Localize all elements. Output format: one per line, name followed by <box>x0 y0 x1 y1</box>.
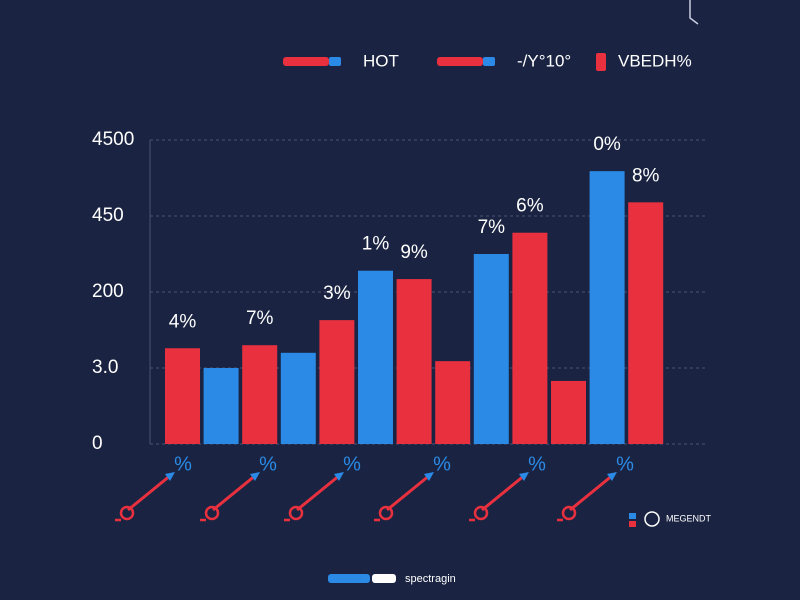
bar <box>628 202 664 444</box>
arrow-line <box>212 473 257 512</box>
arrow-line <box>481 473 526 512</box>
data-label: 7% <box>478 217 506 238</box>
bar <box>280 352 316 444</box>
arrow-line <box>569 473 614 512</box>
legend-swatch <box>283 57 329 66</box>
y-tick-label: 4500 <box>92 129 134 150</box>
x-tick-label: % <box>433 453 451 475</box>
footer-swatch <box>328 574 370 583</box>
x-tick-label: % <box>174 453 192 475</box>
bar <box>319 320 355 444</box>
y-tick-label: 450 <box>92 205 124 226</box>
x-tick-label: % <box>259 453 277 475</box>
data-label: 3% <box>323 283 351 304</box>
bar <box>165 348 200 444</box>
corner-mark <box>689 0 699 25</box>
arrow-head <box>519 472 529 481</box>
bar <box>396 279 432 444</box>
data-label: 0% <box>593 134 621 155</box>
arrow-circle <box>378 505 394 521</box>
arrow-circle <box>204 505 220 521</box>
x-tick-label: % <box>343 453 361 475</box>
bar <box>358 270 393 444</box>
arrow-head <box>165 472 175 481</box>
arrow-head <box>334 472 344 481</box>
side-circle <box>644 511 660 527</box>
arrow-circle <box>288 505 304 521</box>
arrow-line <box>127 473 172 512</box>
data-label: 4% <box>169 311 197 332</box>
legend-label: HOT <box>363 51 399 70</box>
side-note: MEGENDT <box>666 513 712 523</box>
bar <box>589 171 625 444</box>
bar <box>551 380 586 444</box>
y-tick-label: 0 <box>92 433 103 454</box>
legend-swatch <box>596 53 606 71</box>
legend-swatch <box>329 57 341 66</box>
bar <box>512 232 548 444</box>
data-label: 6% <box>516 196 544 217</box>
data-label: 8% <box>632 165 660 186</box>
arrow-line <box>386 473 431 512</box>
arrow-circle <box>561 505 577 521</box>
data-label: 1% <box>362 234 390 255</box>
bar <box>435 361 471 444</box>
bar <box>203 368 239 444</box>
legend-label: -/Y°10° <box>517 51 571 70</box>
arrow-circle <box>473 505 489 521</box>
y-tick-label: 200 <box>92 281 124 302</box>
legend-swatch <box>437 57 483 66</box>
data-label: 7% <box>246 308 274 329</box>
bar <box>473 254 509 444</box>
x-tick-label: % <box>616 453 634 475</box>
legend-swatch <box>483 57 495 66</box>
bar <box>242 345 278 444</box>
x-tick-label: % <box>528 453 546 475</box>
arrow-head <box>250 472 260 481</box>
legend-label: VBEDH% <box>618 51 692 70</box>
arrow-head <box>424 472 434 481</box>
side-swatch <box>629 521 636 527</box>
arrow-circle <box>119 505 135 521</box>
arrow-head <box>607 472 617 481</box>
data-label: 9% <box>400 242 428 263</box>
y-tick-label: 3.0 <box>92 357 118 378</box>
side-swatch <box>629 513 636 519</box>
footer-swatch <box>372 574 396 583</box>
footer-label: spectragin <box>405 573 456 585</box>
arrow-line <box>296 473 341 512</box>
